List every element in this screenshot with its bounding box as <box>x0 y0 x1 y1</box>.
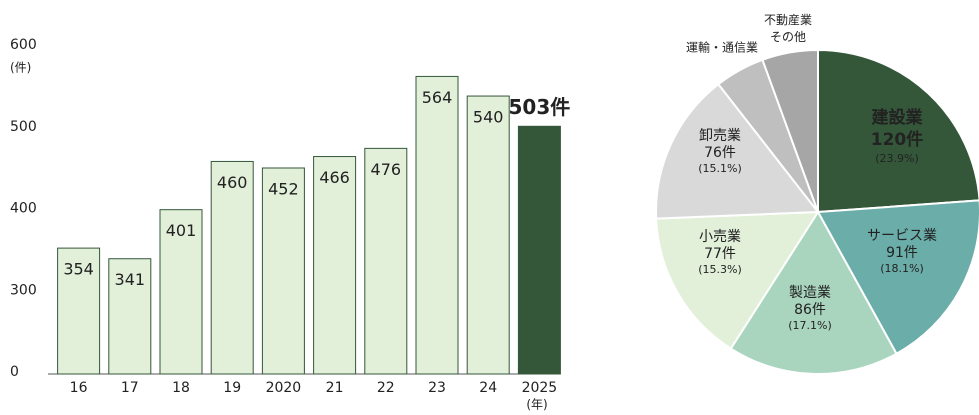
pie-slice <box>655 210 820 350</box>
slice-percent: (15.1%) <box>698 162 742 175</box>
x-tick-label: 16 <box>70 380 88 396</box>
x-tick-label: 18 <box>172 380 190 396</box>
x-tick-label: 17 <box>121 380 139 396</box>
slice-percent: (17.1%) <box>788 319 832 332</box>
x-tick-label: 19 <box>223 380 241 396</box>
pie-slice <box>729 210 898 375</box>
slice-label: 建設業 <box>872 107 923 128</box>
slice-value: 77件 <box>704 246 736 262</box>
value-label: 564 <box>422 88 453 107</box>
bar <box>517 125 561 375</box>
value-label: 354 <box>63 260 94 279</box>
value-label: 466 <box>319 168 350 187</box>
y-tick-label: 300 <box>10 282 37 298</box>
pie-slice <box>761 48 819 213</box>
bar <box>57 247 101 375</box>
slice-label: 製造業 <box>789 285 831 301</box>
bar <box>108 258 152 375</box>
y-tick-label: 600 <box>10 37 37 53</box>
slice-percent: (18.1%) <box>880 262 924 275</box>
value-label: 460 <box>217 173 248 192</box>
x-tick-label: 21 <box>326 380 344 396</box>
value-label: 503件 <box>509 95 571 119</box>
slice-label: 運輸・通信業 <box>686 40 758 55</box>
bar <box>466 95 510 375</box>
slice-percent: (15.3%) <box>698 263 742 276</box>
slice-label: サービス業 <box>867 228 937 244</box>
x-tick-label: 24 <box>479 380 497 396</box>
value-label: 540 <box>473 108 504 127</box>
bar <box>415 75 459 375</box>
y-tick-label: 400 <box>10 201 37 217</box>
slice-value: 120件 <box>871 129 924 150</box>
pie-slice <box>817 48 979 214</box>
bar <box>364 147 408 375</box>
value-label: 476 <box>371 160 402 179</box>
y-tick-label: 500 <box>10 119 37 135</box>
pie-slice <box>655 82 820 220</box>
x-tick-label: 23 <box>428 380 446 396</box>
slice-value: 76件 <box>704 145 736 161</box>
slice-value: 91件 <box>886 245 918 261</box>
bar <box>159 209 203 375</box>
slice-label: 小売業 <box>699 229 741 245</box>
bar <box>313 156 357 375</box>
y-unit-label: (件) <box>10 61 31 75</box>
x-tick-label: 22 <box>377 380 395 396</box>
value-label: 341 <box>115 270 146 289</box>
slice-percent: (23.9%) <box>875 152 919 165</box>
slice-label: 不動産業その他 <box>764 12 812 44</box>
value-label: 401 <box>166 221 197 240</box>
value-label: 452 <box>268 179 299 198</box>
x-unit-label: (年) <box>526 398 547 412</box>
y-tick-label: 0 <box>10 364 19 380</box>
slice-value: 86件 <box>794 302 826 318</box>
slice-label: 卸売業 <box>699 128 741 144</box>
bar <box>261 167 305 375</box>
bar <box>210 160 254 375</box>
x-tick-label: 2020 <box>266 380 302 396</box>
pie-slice <box>816 199 979 356</box>
x-tick-label: 2025 <box>522 380 558 396</box>
